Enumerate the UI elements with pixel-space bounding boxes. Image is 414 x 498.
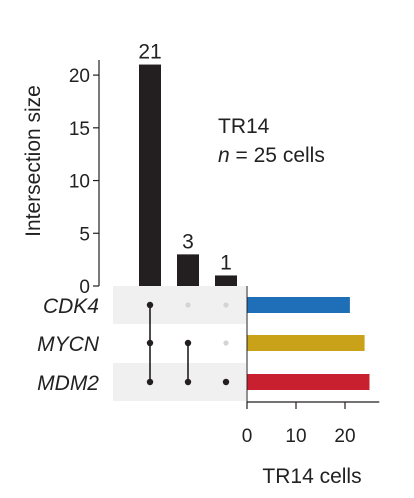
intersection-bar (215, 275, 237, 286)
matrix-dot-inactive (223, 340, 229, 346)
bar-value-label: 3 (182, 230, 194, 253)
intersection-bars: 21 3 1 (138, 41, 237, 286)
set-size-bar (247, 374, 370, 390)
annotation-sample: TR14 (218, 115, 270, 138)
annotation-n-variable: n (218, 144, 230, 167)
y-axis-title: Intersection size (22, 85, 45, 237)
y-tick-label: 0 (79, 277, 90, 298)
set-size-x-axis: 0 10 20 (242, 401, 380, 447)
set-name-label: MYCN (37, 333, 100, 356)
set-size-bar (247, 297, 350, 313)
y-tick-label: 10 (69, 172, 90, 193)
matrix-dot-inactive (223, 302, 229, 308)
y-tick-label: 15 (69, 119, 90, 140)
bar-value-label: 21 (138, 41, 161, 64)
annotation-cell-count-text: = 25 cells (230, 144, 325, 167)
x-tick-label: 20 (334, 426, 355, 447)
set-size-bar (247, 335, 365, 351)
matrix-dot-active (222, 378, 230, 386)
set-size-x-axis-title: TR14 cells (262, 465, 361, 488)
x-tick-label: 10 (285, 426, 306, 447)
intersection-bar (139, 64, 161, 286)
bar-value-label: 1 (220, 251, 232, 274)
set-name-label: CDK4 (43, 295, 99, 318)
intersection-bar (177, 254, 199, 286)
intersection-matrix: CDK4 MYCN MDM2 (37, 286, 246, 401)
y-tick-label: 20 (69, 66, 90, 87)
set-size-bars (246, 286, 370, 402)
matrix-dot-inactive (185, 302, 191, 308)
set-name-label: MDM2 (37, 372, 99, 395)
annotation-cell-count: n = 25 cells (218, 144, 325, 167)
y-axis: 0 5 10 15 20 (69, 60, 100, 298)
y-tick-label: 5 (79, 224, 90, 245)
x-tick-label: 0 (242, 426, 253, 447)
